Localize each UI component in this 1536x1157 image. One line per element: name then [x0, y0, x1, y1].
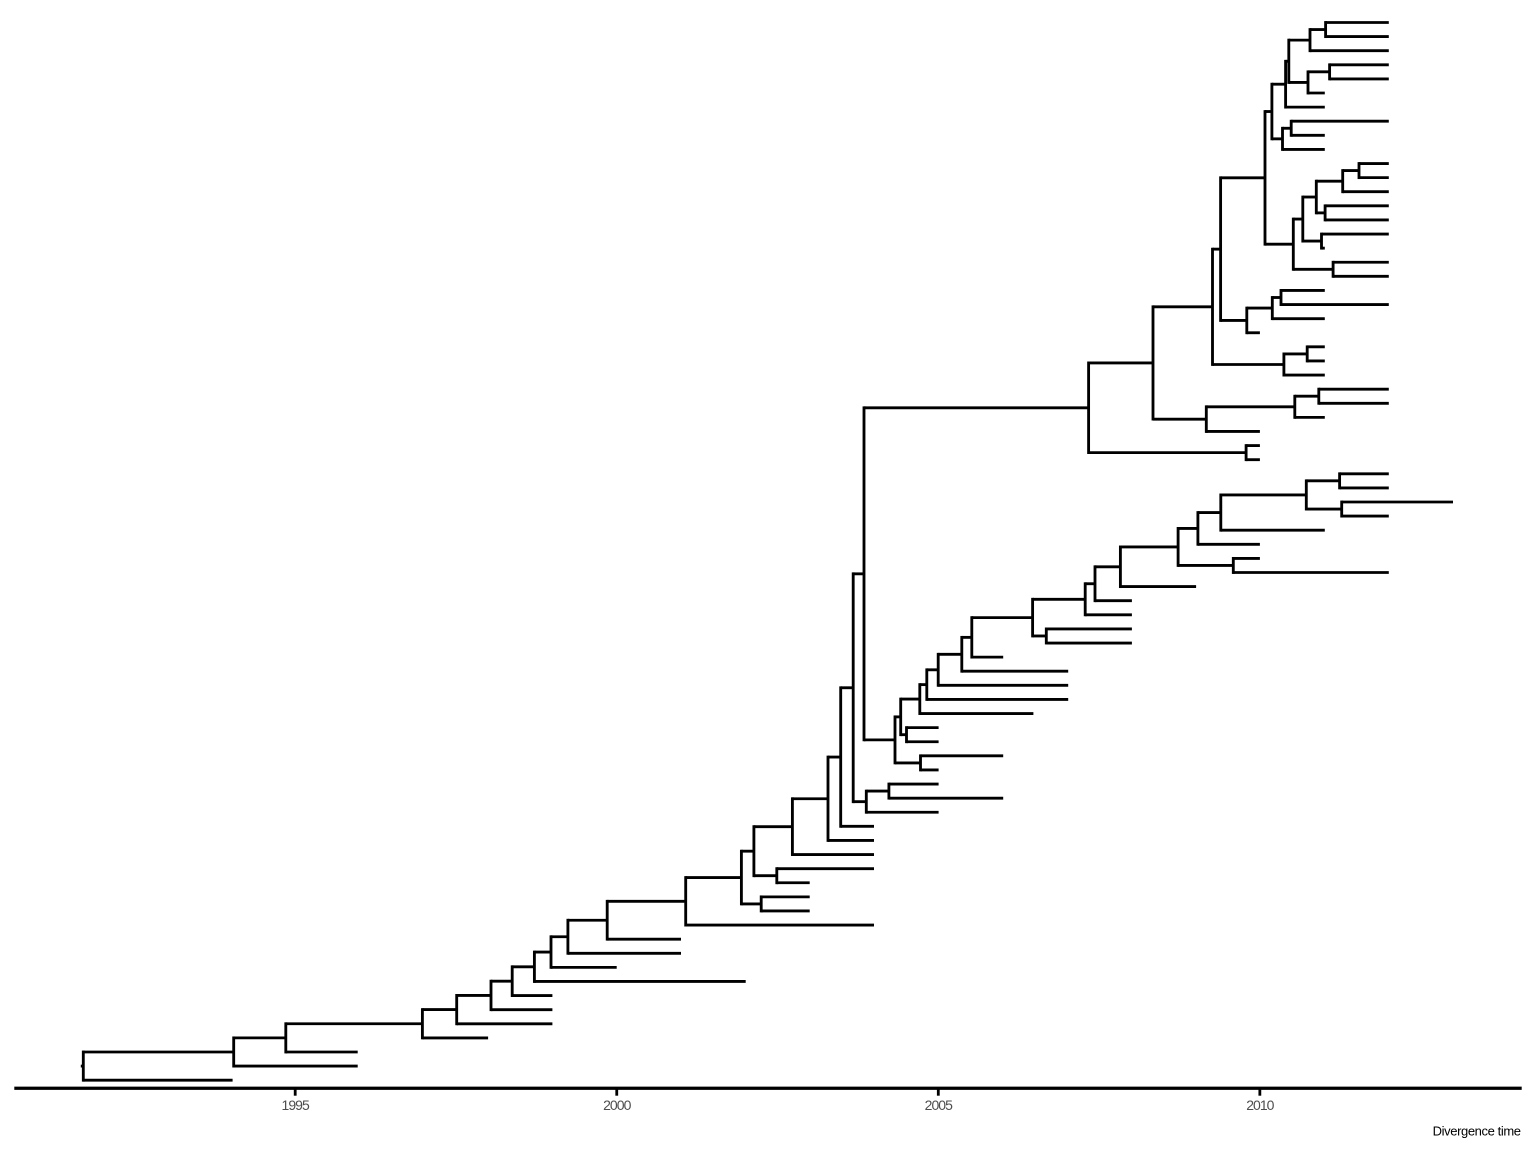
- svg-text:Divergence time: Divergence time: [1433, 1123, 1521, 1138]
- svg-text:2010: 2010: [1246, 1097, 1274, 1113]
- svg-text:2005: 2005: [925, 1097, 953, 1113]
- svg-text:2000: 2000: [603, 1097, 631, 1113]
- svg-text:1995: 1995: [282, 1097, 310, 1113]
